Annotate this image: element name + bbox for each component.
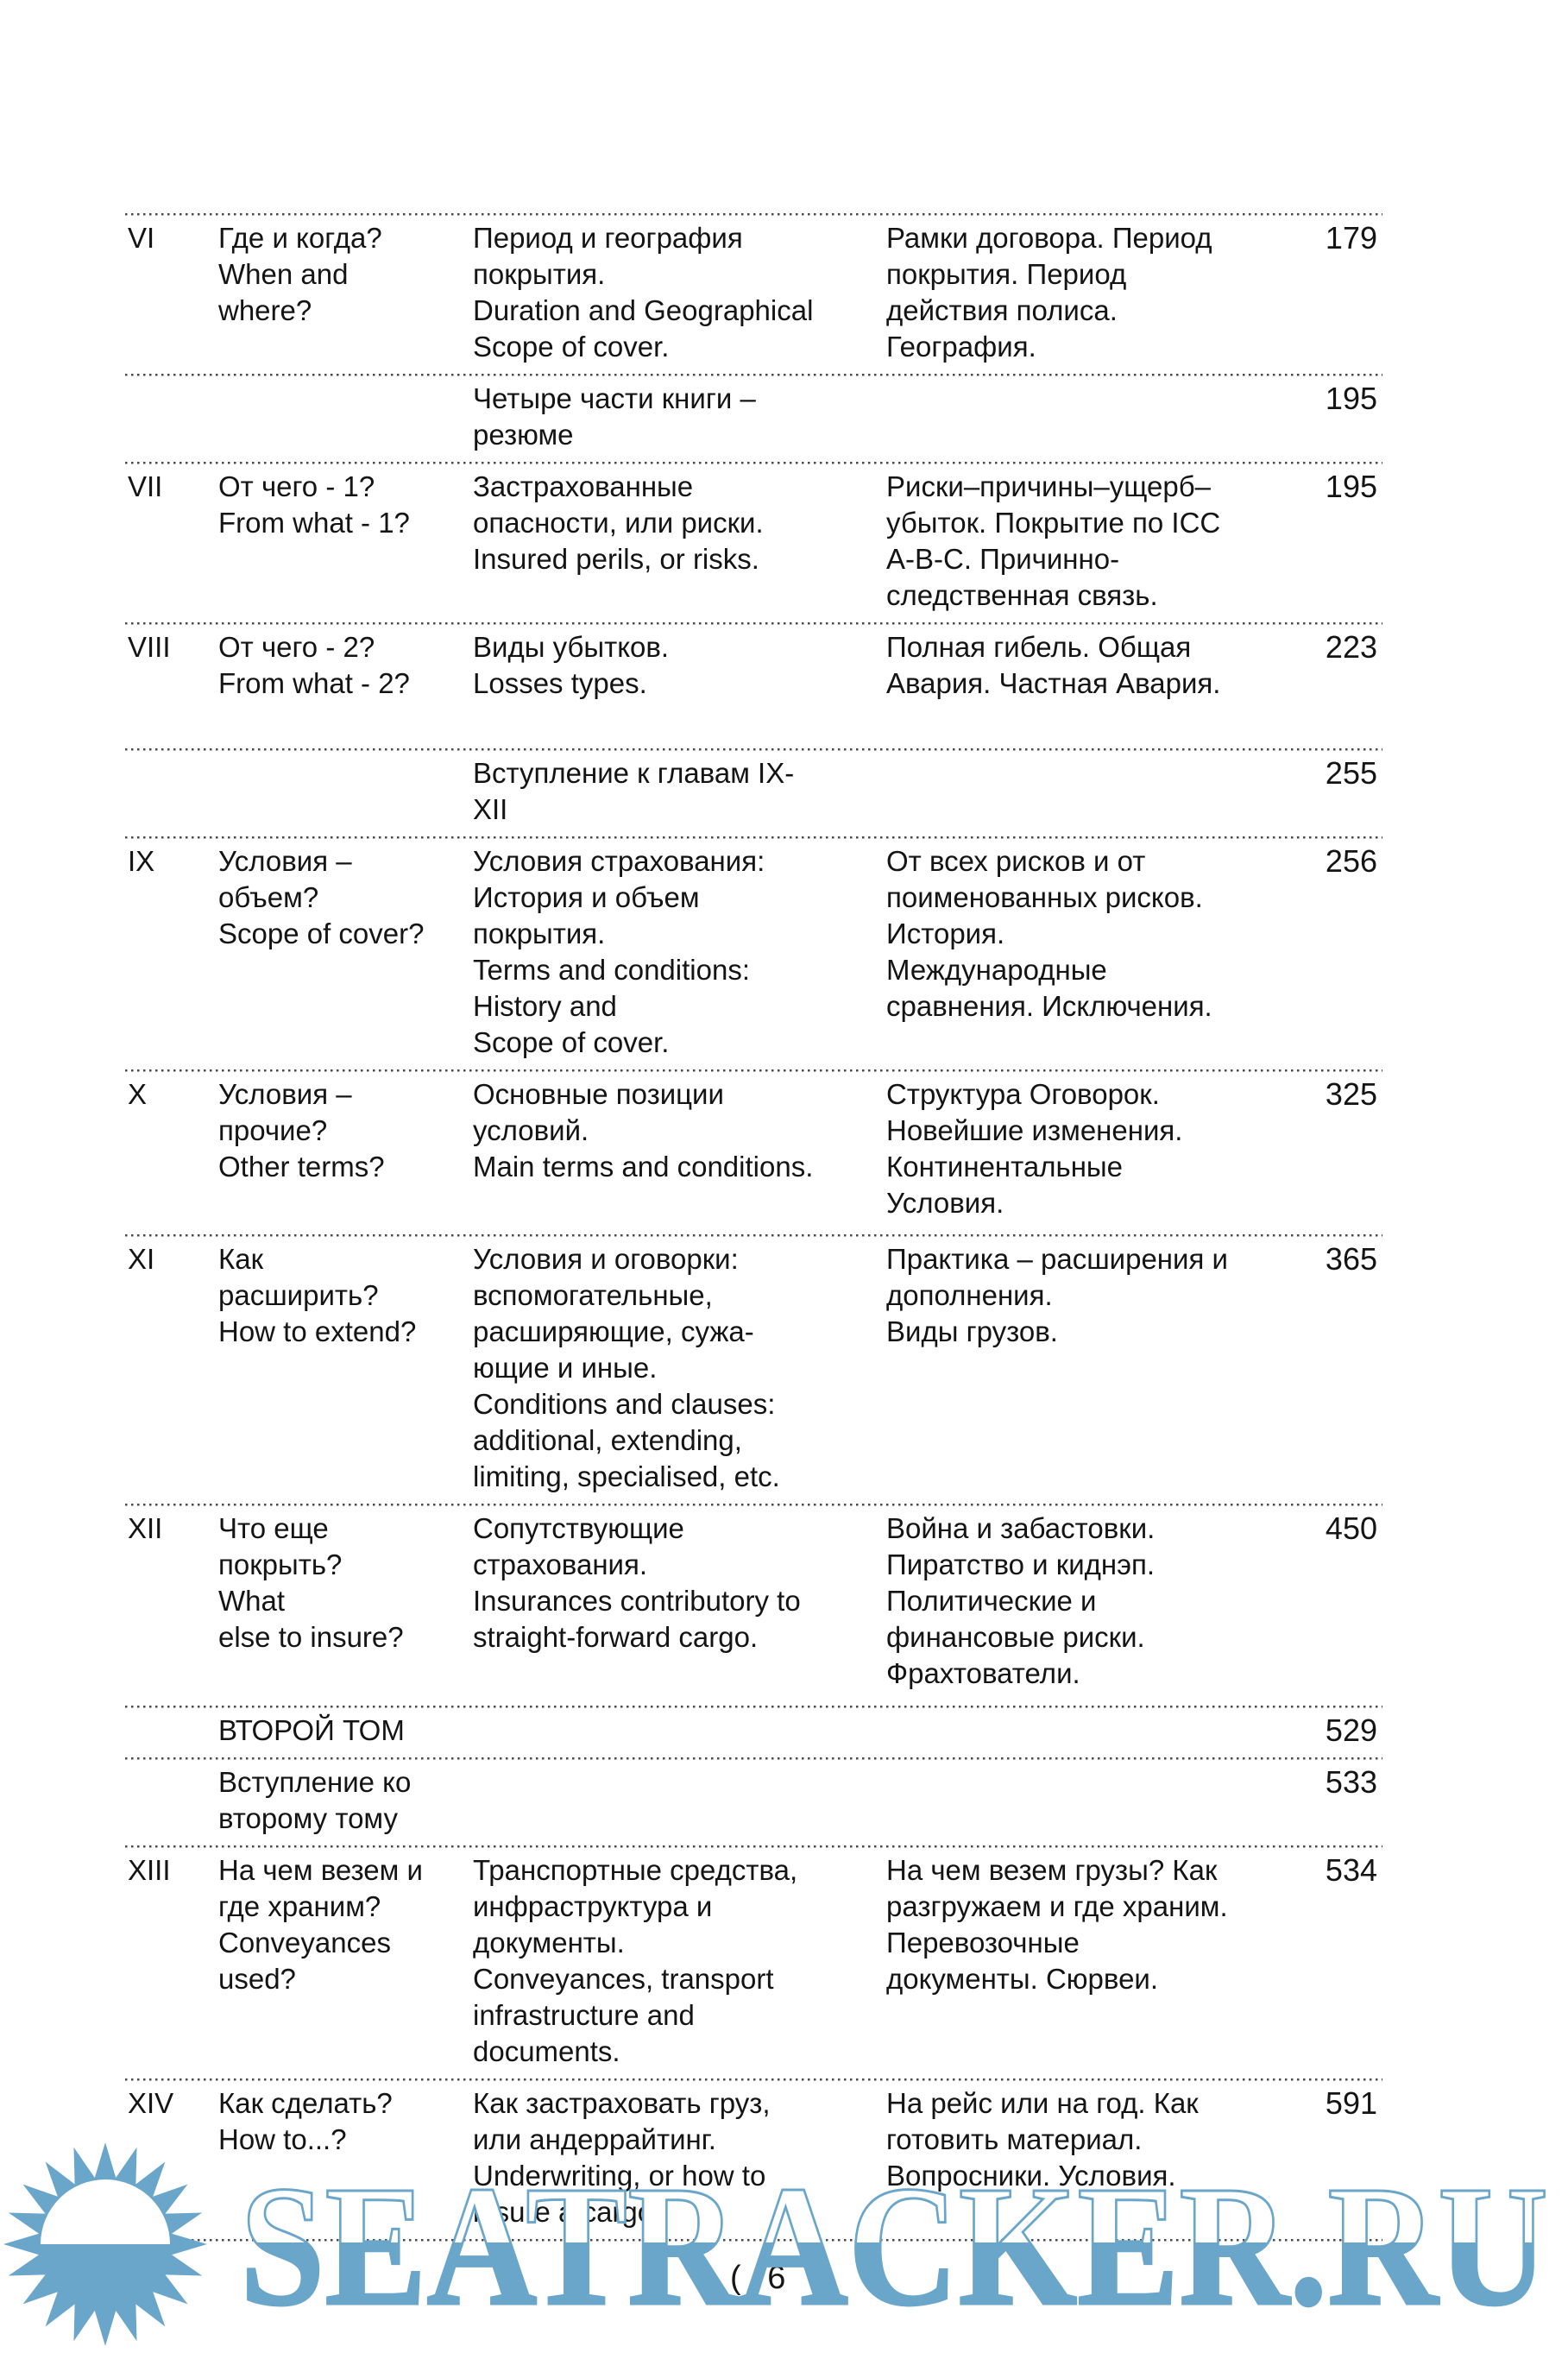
chapter-description: Как застраховать груз, или андеррайтинг.… — [473, 2087, 771, 2228]
row-divider — [125, 373, 1382, 376]
row-divider — [125, 1845, 1382, 1848]
chapter-summary: Практика – расширения и дополнения. Виды… — [886, 1243, 1228, 1347]
chapter-number: XI — [128, 1243, 155, 1275]
page-ref: 591 — [1325, 2085, 1377, 2121]
row-divider — [125, 621, 1382, 625]
toc-rows: VI Где и когда? When and where? Период и… — [125, 212, 1382, 2238]
chapter-title: Условия – прочие? Other terms? — [218, 1078, 385, 1183]
row-divider — [125, 2078, 1382, 2081]
chapter-description: Условия страхования: История и объем пок… — [473, 845, 765, 1058]
chapter-summary: Полная гибель. Общая Авария. Частная Ава… — [886, 631, 1221, 699]
chapter-number: VI — [128, 222, 155, 254]
page-ref: 256 — [1325, 843, 1377, 879]
chapter-summary: Война и забастовки. Пиратство и киднэп. … — [886, 1512, 1156, 1689]
row-divider — [125, 836, 1382, 839]
chapter-description: Транспортные средства, инфраструктура и … — [473, 1854, 798, 2067]
page-ref: 534 — [1325, 1852, 1377, 1888]
chapter-title: От чего - 1? From what - 1? — [218, 470, 410, 539]
page-ref: 450 — [1325, 1511, 1377, 1546]
chapter-description: Четыре части книги – резюме — [473, 382, 756, 451]
table-row: XIV Как сделать? How to...? Как застрахо… — [125, 2078, 1382, 2238]
table-row: Вступление к главам IX- XII 255 — [125, 747, 1382, 836]
page-ref: 179 — [1325, 220, 1377, 255]
chapter-title: Что еще покрыть? What else to insure? — [218, 1512, 404, 1653]
page-ref: 529 — [1325, 1712, 1377, 1748]
chapter-description: Период и география покрытия. Duration an… — [473, 222, 814, 363]
chapter-summary: Рамки договора. Период покрытия. Период … — [886, 222, 1212, 363]
chapter-title: Условия – объем? Scope of cover? — [218, 845, 425, 949]
table-row: VI Где и когда? When and where? Период и… — [125, 212, 1382, 373]
page-ref: 195 — [1325, 381, 1377, 416]
watermark: ( 6 ) SEATRACKER.RU — [0, 2106, 1568, 2359]
chapter-number: X — [128, 1078, 148, 1110]
logo-text: SEATRACKER.RU — [240, 2155, 1548, 2342]
chapter-number: XIV — [128, 2087, 174, 2119]
row-divider — [125, 1757, 1382, 1760]
chapter-title: На чем везем и где храним? Conveyances u… — [218, 1854, 423, 1995]
row-divider — [125, 1705, 1382, 1708]
row-divider — [125, 461, 1382, 464]
table-row: XI Как расширить? How to extend? Условия… — [125, 1233, 1382, 1503]
table-row: VII От чего - 1? From what - 1? Застрахо… — [125, 461, 1382, 621]
chapter-title: Вступление ко второму тому — [218, 1766, 412, 1834]
row-divider — [125, 1233, 1382, 1237]
chapter-summary: На рейс или на год. Как готовить материа… — [886, 2087, 1199, 2192]
table-row: VIII От чего - 2? From what - 2? Виды уб… — [125, 621, 1382, 747]
chapter-number: VII — [128, 470, 163, 502]
chapter-title: От чего - 2? From what - 2? — [218, 631, 410, 699]
chapter-summary: На чем везем грузы? Как разгружаем и где… — [886, 1854, 1228, 1995]
chapter-number: VIII — [128, 631, 171, 663]
row-divider — [125, 1069, 1382, 1072]
sun-icon — [3, 2142, 207, 2346]
chapter-summary: Риски–причины–ущерб– убыток. Покрытие по… — [886, 470, 1221, 611]
chapter-number: XIII — [128, 1854, 171, 1886]
table-row: Вступление ко второму тому 533 — [125, 1757, 1382, 1845]
table-row: IX Условия – объем? Scope of cover? Усло… — [125, 836, 1382, 1069]
chapter-title: Как расширить? How to extend? — [218, 1243, 417, 1347]
row-divider — [125, 1503, 1382, 1506]
page-ref: 255 — [1325, 755, 1377, 791]
page-ref: 195 — [1325, 469, 1377, 504]
table-bottom-divider — [125, 2238, 1382, 2242]
chapter-title: Как сделать? How to...? — [218, 2087, 393, 2155]
chapter-summary: От всех рисков и от поименованных рисков… — [886, 845, 1212, 1022]
chapter-number: XII — [128, 1512, 163, 1544]
sun-dome — [41, 2179, 170, 2244]
table-row: XII Что еще покрыть? What else to insure… — [125, 1503, 1382, 1705]
chapter-description: Основные позиции условий. Main terms and… — [473, 1078, 814, 1183]
table-row: XIII На чем везем и где храним? Conveyan… — [125, 1845, 1382, 2078]
table-row: Четыре части книги – резюме 195 — [125, 373, 1382, 461]
chapter-description: Условия и оговорки: вспомогательные, рас… — [473, 1243, 780, 1492]
table-row: X Условия – прочие? Other terms? Основны… — [125, 1069, 1382, 1233]
chapter-summary: Структура Оговорок. Новейшие изменения. … — [886, 1078, 1183, 1219]
table-row: ВТОРОЙ ТОМ 529 — [125, 1705, 1382, 1757]
chapter-description: Застрахованные опасности, или риски. Ins… — [473, 470, 764, 575]
row-divider — [125, 212, 1382, 216]
logo: SEATRACKER.RU — [239, 2155, 1550, 2343]
page-ref: 325 — [1325, 1076, 1377, 1112]
row-divider — [125, 747, 1382, 751]
page-ref: 533 — [1325, 1764, 1377, 1800]
page-ref: 365 — [1325, 1241, 1377, 1277]
page-number: ( 6 ) — [730, 2260, 832, 2296]
toc-table: VI Где и когда? When and where? Период и… — [125, 212, 1382, 2242]
page-ref: 223 — [1325, 629, 1377, 665]
chapter-title: ВТОРОЙ ТОМ — [218, 1714, 405, 1746]
chapter-description: Вступление к главам IX- XII — [473, 757, 795, 825]
chapter-number: IX — [128, 845, 155, 877]
chapter-description: Сопутствующие страхования. Insurances co… — [473, 1512, 801, 1653]
chapter-description: Виды убытков. Losses types. — [473, 631, 670, 699]
chapter-title: Где и когда? When and where? — [218, 222, 382, 326]
